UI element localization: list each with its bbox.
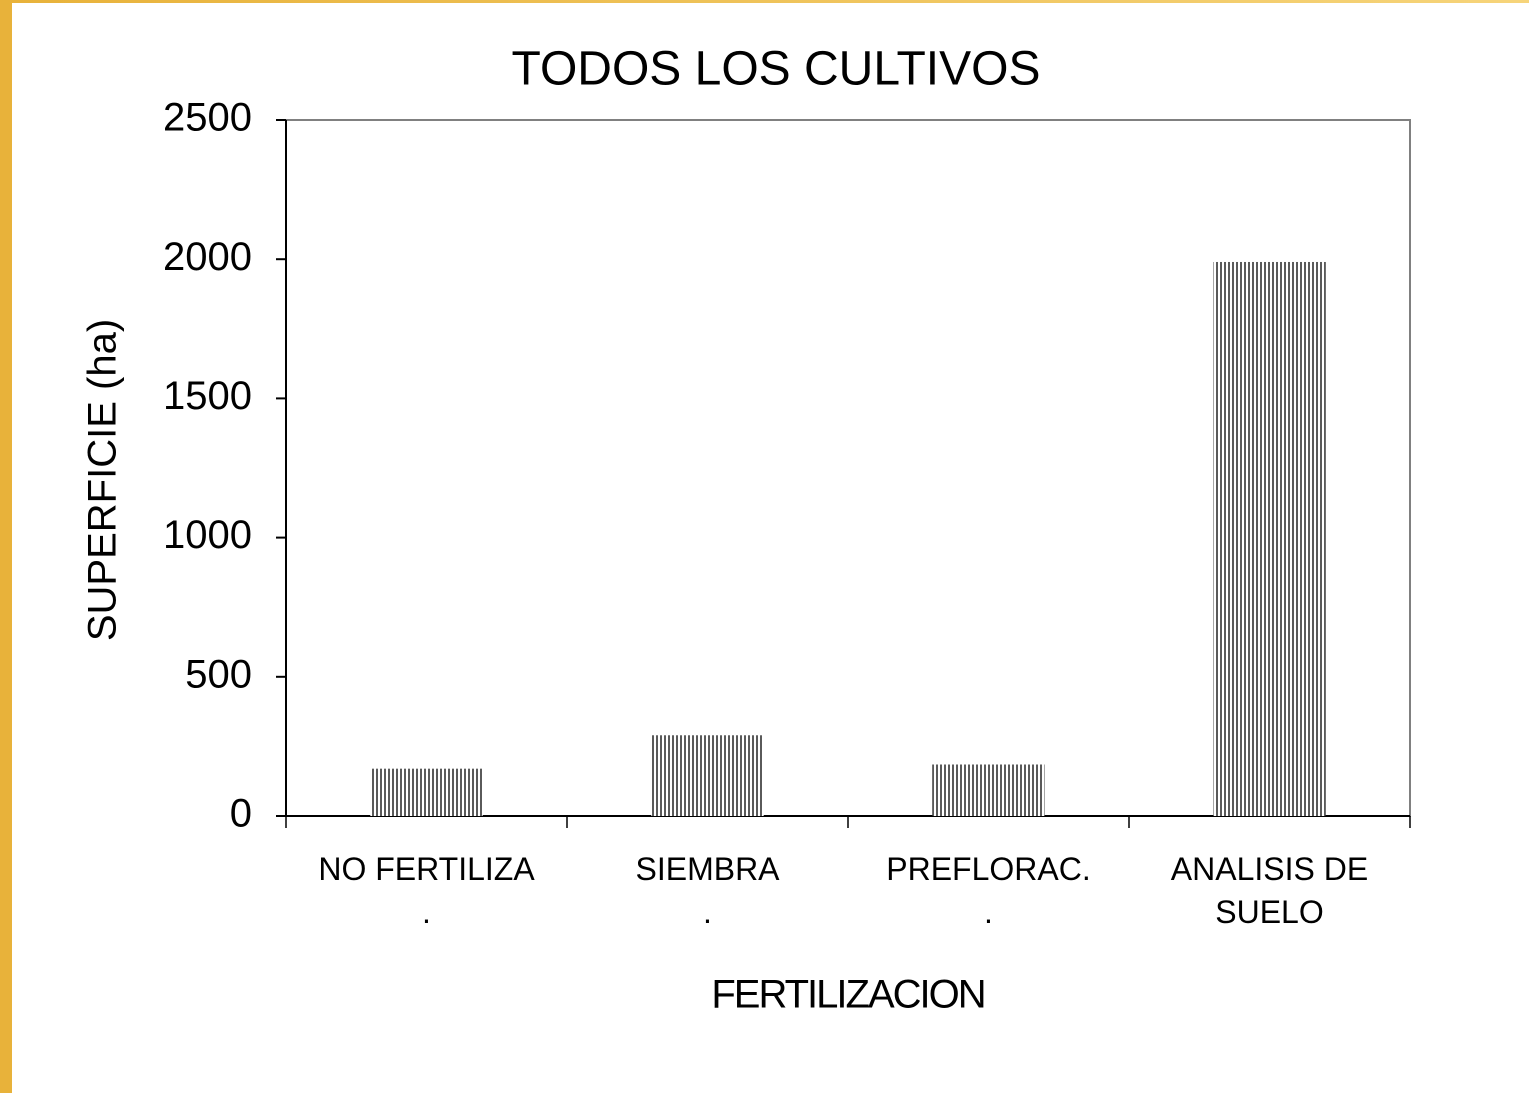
y-tick-label: 1500 [163,374,252,418]
x-tick-label: NO FERTILIZA. [318,851,535,930]
bar [370,768,483,816]
y-tick-label: 2000 [163,235,252,279]
bar [1213,261,1326,816]
y-tick-label: 2500 [163,96,252,140]
x-tick-label: ANALISIS DE SUELO [1171,851,1368,930]
y-axis-label: SUPERFICIE (ha) [81,319,125,641]
bar [651,735,764,816]
x-axis-label: FERTILIZACION [711,973,984,1017]
x-tick-label: PREFLORAC.. [886,851,1090,930]
chart-title: TODOS LOS CULTIVOS [511,43,1040,96]
bar [932,764,1045,816]
y-tick-label: 0 [230,792,252,836]
y-tick-label: 1000 [163,513,252,557]
x-tick-label: SIEMBRA. [635,851,780,930]
y-tick-label: 500 [185,652,252,696]
